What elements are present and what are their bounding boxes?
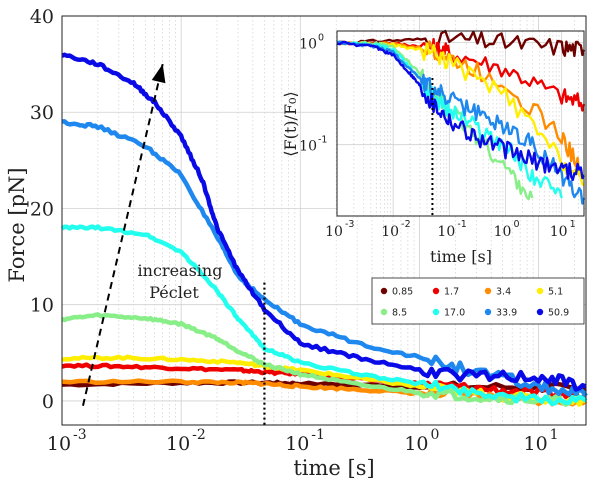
legend-marker [536, 308, 544, 316]
main-xtick-label: 10 [166, 433, 190, 455]
legend-marker [380, 287, 388, 295]
inset-ytick-exponent: 0 [318, 33, 324, 44]
legend: 0.85 1.7 3.4 5.1 8.5 17.0 33.9 50.9 [371, 277, 585, 325]
inset-ytick-label: 10 [299, 139, 317, 155]
legend-marker [536, 287, 544, 295]
main-xtick-exponent: -1 [311, 427, 325, 443]
main-ytick-label: 0 [42, 391, 54, 413]
inset-xtick-exponent: 0 [513, 219, 519, 230]
legend-marker [380, 308, 388, 316]
annotation-arrowhead [151, 64, 166, 84]
legend-box [371, 277, 585, 325]
main-ytick-label: 40 [30, 6, 54, 28]
main-xtick-label: 10 [523, 433, 547, 455]
legend-marker [484, 287, 492, 295]
inset-plot: 10 -110 010 -3 10 -2 10 -1 10 0 10 1 time [s] ⟨F(t)… [281, 29, 586, 266]
main-annotation: increasing Péclet [138, 261, 223, 302]
legend-marker [432, 287, 440, 295]
main-axes-box [61, 15, 587, 426]
annotation-arrow [82, 63, 164, 406]
main-ylabel: Force [pN] [5, 167, 29, 282]
main-xtick-label: 10 [47, 433, 71, 455]
main-ytick-label: 20 [30, 198, 54, 220]
main-xtick-exponent: 0 [430, 427, 439, 443]
annotation-line2: Péclet [149, 283, 199, 302]
legend-marker [432, 308, 440, 316]
legend-label: 50.9 [548, 308, 569, 319]
main-ytick-label: 30 [30, 102, 54, 124]
inset-xtick-label: 10 [325, 224, 343, 240]
inset-series-line [336, 29, 586, 58]
legend-label: 0.85 [392, 287, 413, 298]
inset-xlabel: time [s] [430, 247, 492, 266]
main-xtick-exponent: -3 [73, 427, 87, 443]
legend-marker [484, 308, 492, 316]
main-series-line [61, 312, 588, 407]
main-series-line [61, 52, 587, 392]
main-xlabel: time [s] [293, 456, 374, 480]
inset-xtick-label: 10 [381, 224, 399, 240]
inset-xtick-exponent: -2 [401, 219, 410, 230]
inset-xtick-exponent: 1 [570, 219, 576, 230]
main-xtick-label: 10 [285, 433, 309, 455]
legend-label: 8.5 [392, 308, 407, 319]
inset-series-line [336, 40, 586, 182]
inset-ytick-exponent: -1 [318, 135, 327, 146]
legend-label: 3.4 [496, 287, 511, 298]
legend-label: 17.0 [444, 308, 465, 319]
legend-label: 33.9 [496, 308, 517, 319]
inset-axes-box [336, 30, 585, 217]
inset-xtick-exponent: -1 [457, 219, 466, 230]
main-series-group [60, 52, 588, 425]
inset-xtick-exponent: -3 [345, 219, 354, 230]
main-xtick-exponent: 1 [550, 427, 559, 443]
inset-xtick-label: 10 [437, 224, 455, 240]
main-ytick-label: 10 [30, 295, 54, 317]
main-xtick-exponent: -2 [192, 427, 206, 443]
legend-label: 5.1 [548, 287, 563, 298]
inset-ylabel: ⟨F(t)/F₀⟩ [281, 91, 300, 156]
inset-series-group [336, 29, 586, 216]
main-xtick-label: 10 [404, 433, 428, 455]
inset-xtick-label: 10 [494, 224, 512, 240]
inset-axes: 10 -110 010 -3 10 -2 10 -1 10 0 10 1 [299, 30, 585, 240]
annotation-line1: increasing [138, 261, 223, 280]
legend-label: 1.7 [444, 287, 459, 298]
inset-ytick-label: 10 [299, 37, 317, 53]
inset-xtick-label: 10 [550, 224, 568, 240]
